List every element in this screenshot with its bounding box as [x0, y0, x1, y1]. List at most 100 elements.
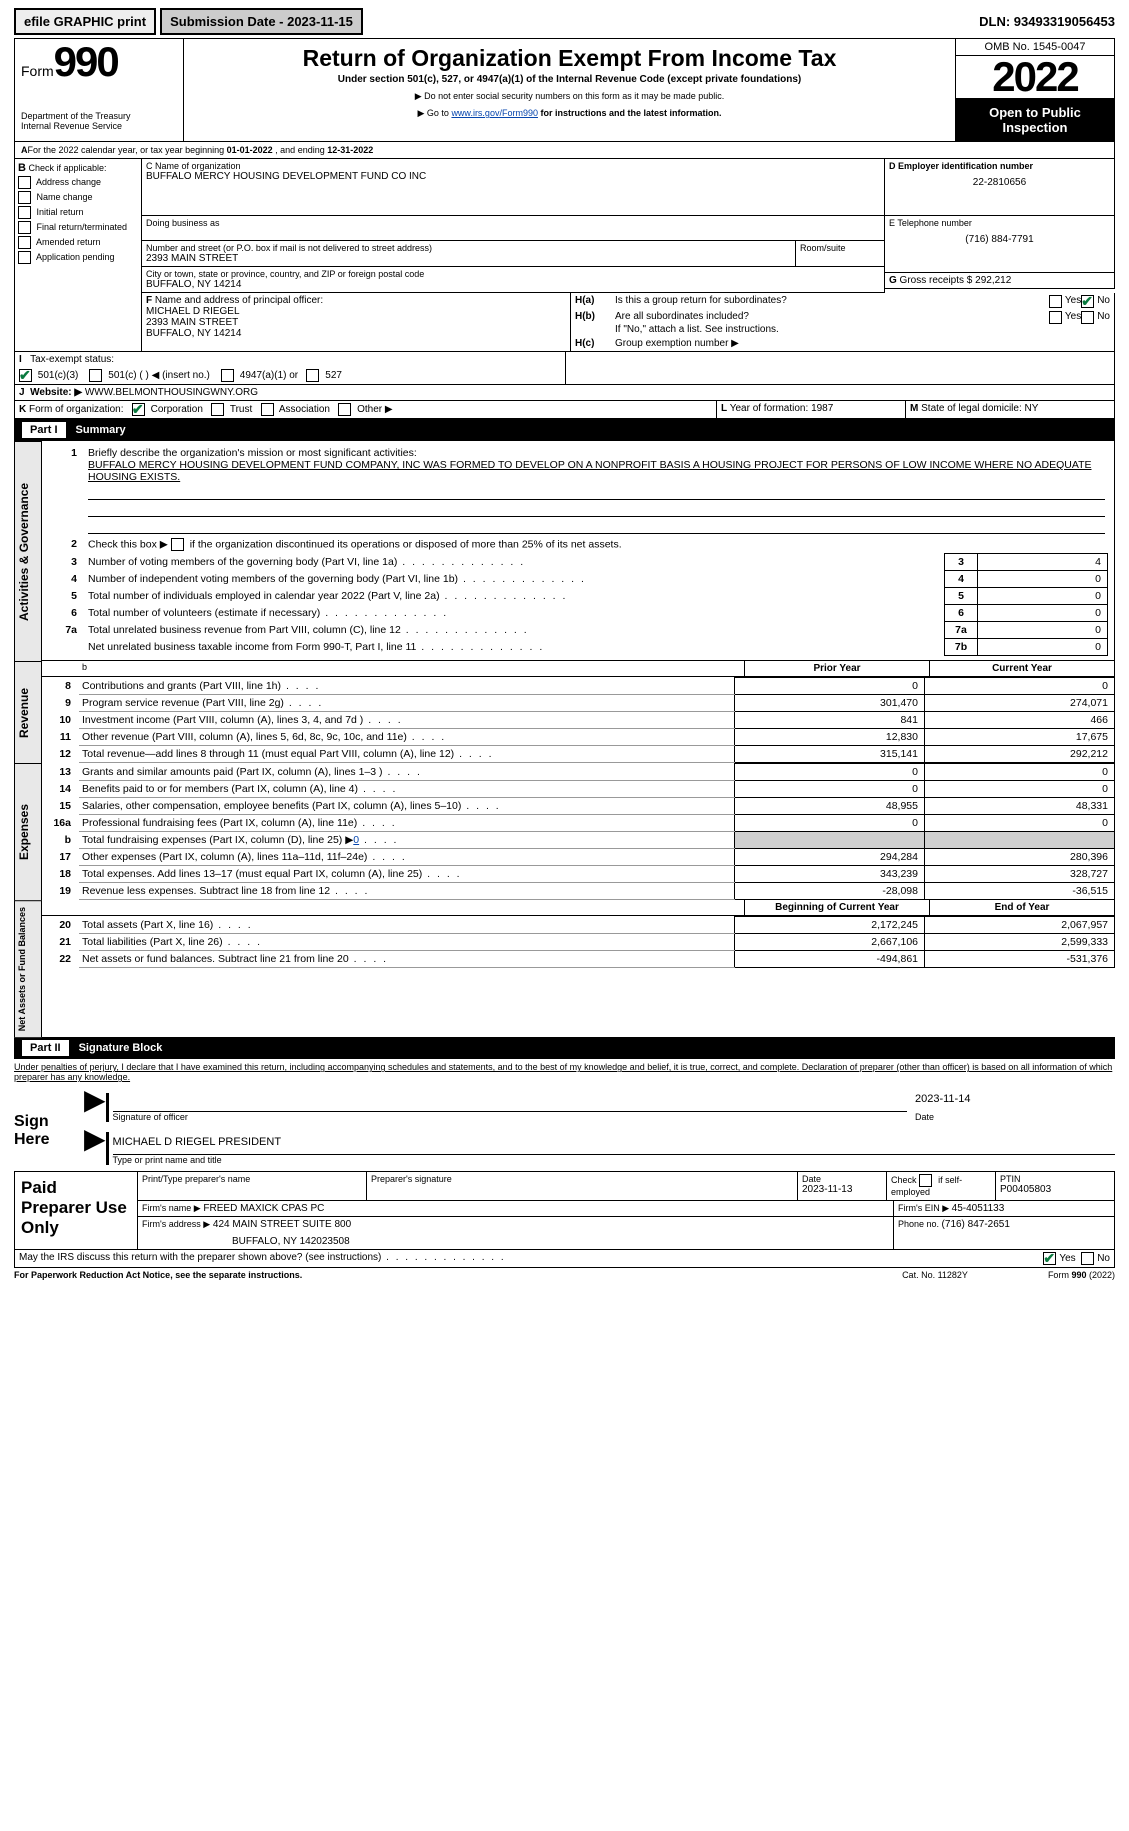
section-c-name: C Name of organization BUFFALO MERCY HOU… — [142, 159, 885, 216]
i-527-checkbox[interactable] — [306, 369, 319, 382]
b-option-checkbox[interactable] — [18, 191, 31, 204]
prior-value: 2,667,106 — [735, 934, 925, 951]
form-title: Return of Organization Exempt From Incom… — [194, 45, 945, 72]
current-value: 0 — [925, 678, 1115, 695]
gov-line-text: Total unrelated business revenue from Pa… — [85, 622, 932, 639]
vtab-net-assets: Net Assets or Fund Balances — [14, 900, 42, 1037]
line-text: Total liabilities (Part X, line 26) — [79, 934, 735, 951]
current-value: 2,599,333 — [925, 934, 1115, 951]
sign-here-label: Sign Here — [14, 1093, 84, 1165]
b-option-checkbox[interactable] — [18, 206, 31, 219]
section-c-city: City or town, state or province, country… — [142, 267, 885, 293]
form-footer: Form 990 (2022) — [1048, 1270, 1115, 1280]
current-value: 0 — [925, 781, 1115, 798]
k-assoc-checkbox[interactable] — [261, 403, 274, 416]
k-trust-checkbox[interactable] — [211, 403, 224, 416]
i-4947-checkbox[interactable] — [221, 369, 234, 382]
vtab-governance: Activities & Governance — [14, 441, 42, 661]
h-b-no-checkbox[interactable] — [1081, 311, 1094, 324]
section-d: D Employer identification number 22-2810… — [885, 159, 1115, 216]
current-value: 0 — [925, 764, 1115, 781]
line-text: Professional fundraising fees (Part IX, … — [79, 815, 735, 832]
gov-line-text: Total number of individuals employed in … — [85, 588, 932, 605]
submission-date-button[interactable]: Submission Date - 2023-11-15 — [160, 8, 363, 35]
discuss-yes-checkbox[interactable] — [1043, 1252, 1056, 1265]
line-a: AFor the 2022 calendar year, or tax year… — [14, 142, 1115, 159]
line-text: Benefits paid to or for members (Part IX… — [79, 781, 735, 798]
prior-value: 343,239 — [735, 866, 925, 883]
prior-value: 2,172,245 — [735, 917, 925, 934]
section-f: F Name and address of principal officer:… — [142, 293, 571, 352]
prior-value: 12,830 — [735, 729, 925, 746]
irs-form990-link[interactable]: www.irs.gov/Form990 — [451, 108, 538, 118]
form-word: Form — [21, 63, 54, 79]
line-text: Net assets or fund balances. Subtract li… — [79, 951, 735, 968]
prior-value: 301,470 — [735, 695, 925, 712]
i-501c-checkbox[interactable] — [89, 369, 102, 382]
dept-treasury: Department of the Treasury — [21, 111, 177, 121]
section-e: E Telephone number (716) 884-7791 — [885, 216, 1115, 273]
prior-value: 48,955 — [735, 798, 925, 815]
signature-arrow-icon: ▶ — [84, 1132, 106, 1165]
section-c-room: Room/suite — [796, 241, 885, 267]
i-501c3-checkbox[interactable] — [19, 369, 32, 382]
prior-value: 0 — [735, 781, 925, 798]
form-header: Form990 Department of the Treasury Inter… — [14, 38, 1115, 142]
may-discuss-row: May the IRS discuss this return with the… — [14, 1250, 1115, 1268]
current-value: 328,727 — [925, 866, 1115, 883]
paperwork-notice: For Paperwork Reduction Act Notice, see … — [14, 1270, 302, 1280]
current-value: 280,396 — [925, 849, 1115, 866]
cat-no: Cat. No. 11282Y — [902, 1270, 968, 1280]
b-option-checkbox[interactable] — [18, 176, 31, 189]
line-text: Revenue less expenses. Subtract line 18 … — [79, 883, 735, 900]
current-value: 292,212 — [925, 746, 1115, 763]
signature-arrow-icon: ▶ — [84, 1093, 106, 1122]
section-c-dba: Doing business as — [142, 216, 885, 241]
line-text: Contributions and grants (Part VIII, lin… — [79, 678, 735, 695]
form-subtitle: Under section 501(c), 527, or 4947(a)(1)… — [194, 74, 945, 85]
line-text: Investment income (Part VIII, column (A)… — [79, 712, 735, 729]
vtab-expenses: Expenses — [14, 763, 42, 900]
section-g: G Gross receipts $ 292,212 — [885, 273, 1115, 289]
goto-note: ▶ Go to www.irs.gov/Form990 for instruct… — [194, 108, 945, 119]
section-c-street: Number and street (or P.O. box if mail i… — [142, 241, 796, 267]
penalty-statement: Under penalties of perjury, I declare th… — [14, 1059, 1115, 1085]
k-corp-checkbox[interactable] — [132, 403, 145, 416]
line-2-text: Check this box ▶ if the organization dis… — [85, 536, 1108, 553]
current-value: -531,376 — [925, 951, 1115, 968]
k-other-checkbox[interactable] — [338, 403, 351, 416]
line-text: Other revenue (Part VIII, column (A), li… — [79, 729, 735, 746]
line-text: Total assets (Part X, line 16) — [79, 917, 735, 934]
prior-value: -28,098 — [735, 883, 925, 900]
gov-line-value: 0 — [978, 571, 1108, 588]
gov-line-value: 0 — [978, 605, 1108, 622]
line-text: Total expenses. Add lines 13–17 (must eq… — [79, 866, 735, 883]
prior-value: 0 — [735, 764, 925, 781]
self-employed-checkbox[interactable] — [919, 1174, 932, 1187]
prior-value: 841 — [735, 712, 925, 729]
prior-value: 315,141 — [735, 746, 925, 763]
h-a-yes-checkbox[interactable] — [1049, 295, 1062, 308]
line-2-checkbox[interactable] — [171, 538, 184, 551]
b-option-checkbox[interactable] — [18, 251, 31, 264]
h-b-yes-checkbox[interactable] — [1049, 311, 1062, 324]
open-to-public: Open to Public Inspection — [956, 99, 1114, 141]
h-a-no-checkbox[interactable] — [1081, 295, 1094, 308]
form-number: 990 — [54, 38, 118, 85]
current-value: 17,675 — [925, 729, 1115, 746]
line-text: Total revenue—add lines 8 through 11 (mu… — [79, 746, 735, 763]
discuss-no-checkbox[interactable] — [1081, 1252, 1094, 1265]
paid-preparer-label: Paid Preparer Use Only — [15, 1172, 137, 1249]
current-value: -36,515 — [925, 883, 1115, 900]
vtab-revenue: Revenue — [14, 661, 42, 763]
gov-line-value: 0 — [978, 588, 1108, 605]
efile-print-button[interactable]: efile GRAPHIC print — [14, 8, 156, 35]
b-option-checkbox[interactable] — [18, 236, 31, 249]
top-bar: efile GRAPHIC print Submission Date - 20… — [14, 8, 1115, 35]
prior-value: 294,284 — [735, 849, 925, 866]
gov-line-text: Number of voting members of the governin… — [85, 554, 932, 571]
line-1-text: Briefly describe the organization's miss… — [85, 445, 1108, 536]
end-year-header: End of Year — [930, 900, 1115, 916]
b-option-checkbox[interactable] — [18, 221, 31, 234]
part-i-header: Part I Summary — [14, 419, 1115, 441]
